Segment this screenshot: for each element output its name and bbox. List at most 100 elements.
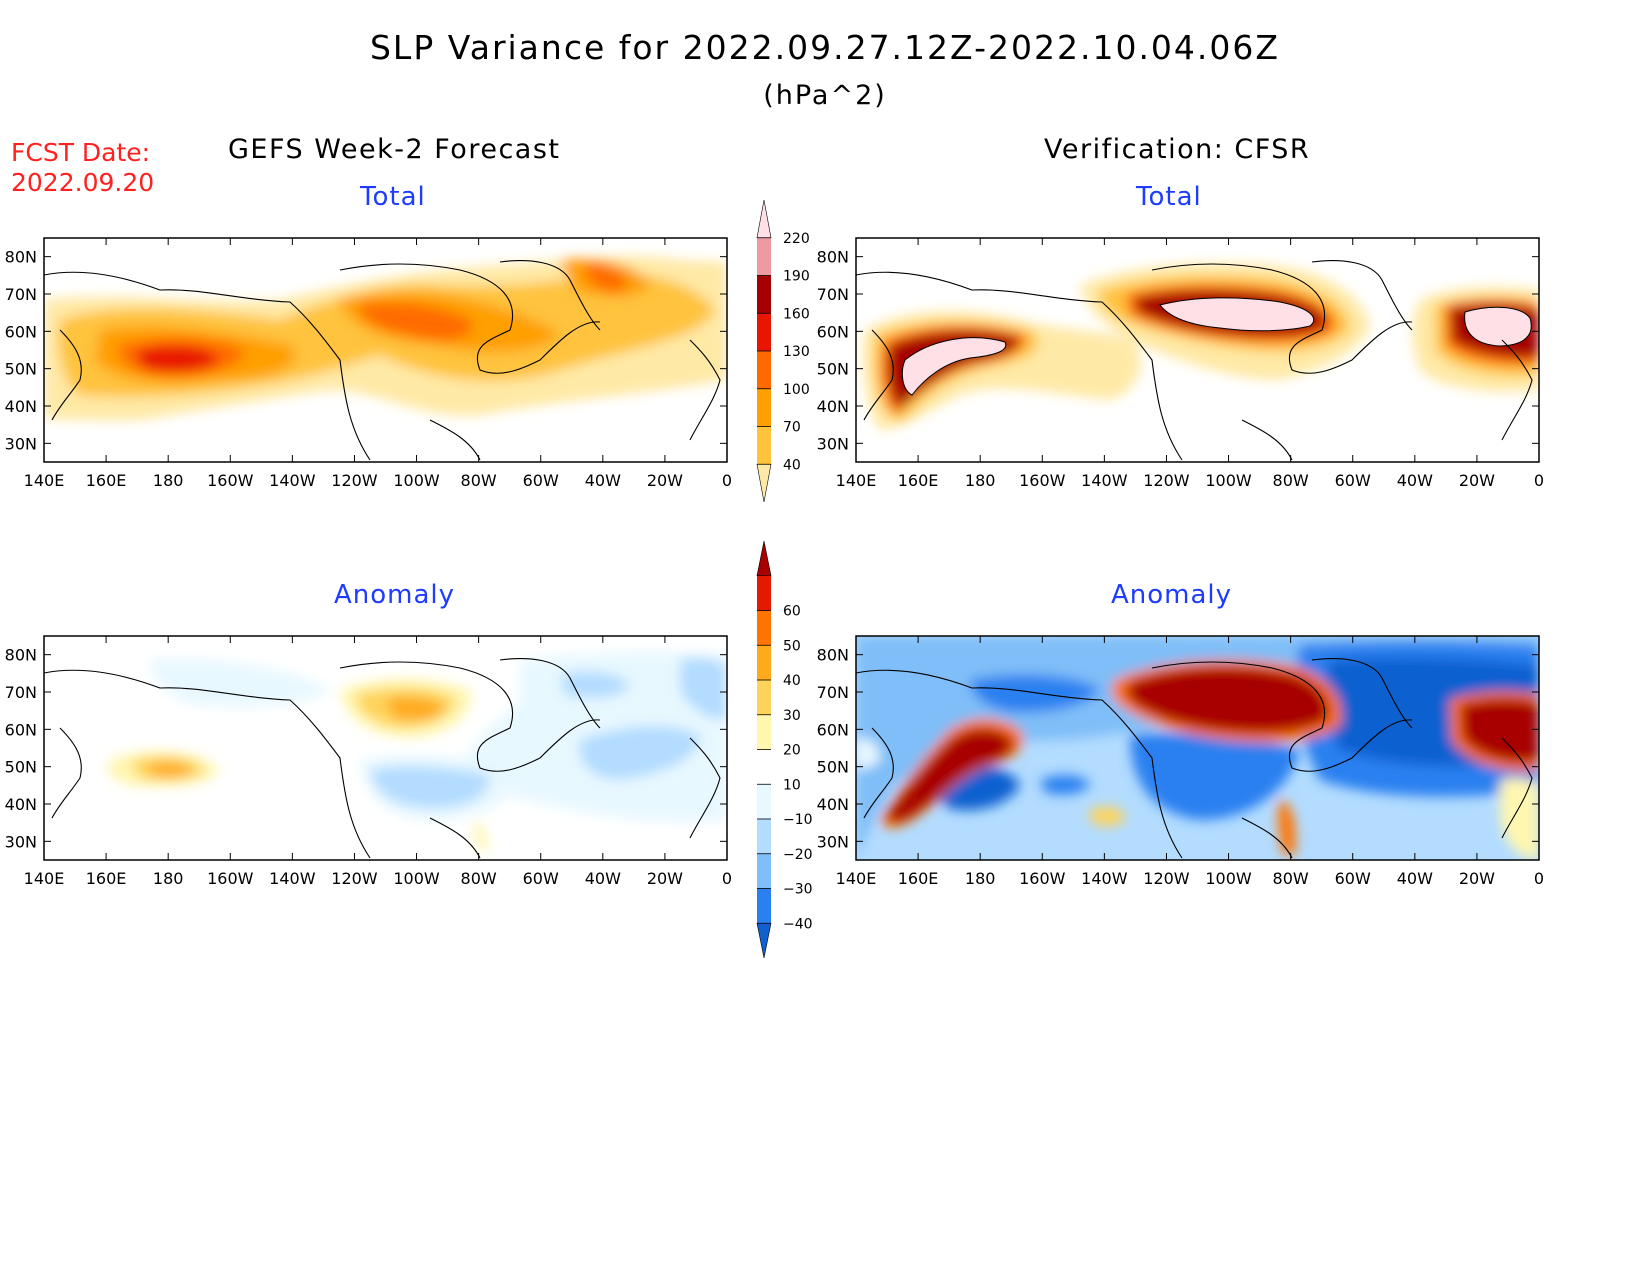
- left-column-title: GEFS Week-2 Forecast: [228, 134, 561, 165]
- lon-tick-label: 100W: [393, 471, 440, 490]
- colorbar-segment: [757, 680, 771, 715]
- cfsr-total-field: [856, 260, 1539, 461]
- lon-tick-label: 180: [153, 471, 184, 490]
- gefs-anomaly-axes: 140E 160E 180 160W 140W 120W 100W 80W 60W 40W 20W 0…: [5, 636, 732, 888]
- colorbar-level-label: 70: [783, 420, 801, 436]
- colorbar-segment: [757, 714, 771, 750]
- lat-tick-label: 70N: [5, 683, 37, 702]
- colorbar-level-label: 130: [783, 344, 810, 360]
- lon-tick-label: 140W: [1081, 869, 1128, 888]
- units-label: (hPa^2): [763, 80, 887, 111]
- lon-tick-label: 20W: [1459, 869, 1495, 888]
- colorbar-segment: [757, 388, 771, 427]
- lat-tick-label: 60N: [5, 720, 37, 739]
- lon-tick-label: 60W: [523, 869, 559, 888]
- colorbar-segment: [756, 922, 772, 959]
- lon-tick-label: 20W: [1459, 471, 1495, 490]
- colorbar-level-label: −10: [783, 812, 813, 828]
- colorbar-segment: [756, 540, 772, 577]
- gefs-total-frame: [43, 237, 728, 463]
- lon-tick-label: 0: [1534, 471, 1544, 490]
- lat-tick-label: 80N: [5, 646, 37, 665]
- lon-tick-label: 160E: [898, 869, 939, 888]
- colorbar-level-label: 50: [783, 638, 801, 654]
- lon-tick-label: 120W: [1143, 471, 1190, 490]
- cfsr-total-frame: [855, 237, 1540, 463]
- lon-tick-label: 60W: [1335, 471, 1371, 490]
- lon-tick-label: 140E: [836, 471, 877, 490]
- lon-tick-label: 40W: [585, 471, 621, 490]
- lat-tick-label: 80N: [5, 248, 37, 267]
- lat-tick-label: 40N: [5, 795, 37, 814]
- colorbar-segment: [756, 199, 772, 239]
- colorbar-level-label: −40: [783, 916, 813, 932]
- gefs-total-axes: 140E 160E 180 160W 140W 120W 100W 80W 60W 40W 20W 0…: [5, 238, 732, 490]
- lon-tick-label: 160W: [207, 869, 254, 888]
- lon-tick-label: 20W: [647, 869, 683, 888]
- lon-tick-label: 40W: [585, 869, 621, 888]
- lat-tick-label: 60N: [817, 720, 849, 739]
- lat-tick-label: 80N: [817, 646, 849, 665]
- gefs-anomaly-coastlines: [44, 658, 721, 859]
- lat-tick-label: 40N: [817, 795, 849, 814]
- lon-tick-label: 160W: [207, 471, 254, 490]
- map-panel-gefs-anomaly: 140E 160E 180 160W 140W 120W 100W 80W 60W 40W 20W 0…: [5, 635, 732, 888]
- lat-tick-label: 40N: [817, 397, 849, 416]
- cfsr-anomaly-frame: [855, 635, 1540, 861]
- lon-tick-label: 140E: [24, 869, 65, 888]
- lat-tick-label: 70N: [817, 285, 849, 304]
- lat-tick-label: 50N: [817, 758, 849, 777]
- cfsr-total-subtitle: Total: [1136, 182, 1202, 212]
- colorbar-segment: [757, 645, 771, 680]
- colorbar-level-label: 20: [783, 743, 801, 759]
- cfsr-anomaly-coastlines: [856, 658, 1533, 859]
- lon-tick-label: 80W: [461, 471, 497, 490]
- gefs-anomaly-frame: [43, 635, 728, 861]
- lat-tick-label: 30N: [817, 434, 849, 453]
- lon-tick-label: 180: [965, 869, 996, 888]
- lon-tick-label: 180: [965, 471, 996, 490]
- map-panel-cfsr-anomaly: 140E 160E 180 160W 140W 120W 100W 80W 60W 40W 20W 0…: [817, 635, 1544, 888]
- gefs-total-field: [44, 256, 727, 461]
- lat-tick-label: 60N: [5, 322, 37, 341]
- colorbar-level-label: 30: [783, 708, 801, 724]
- lon-tick-label: 160W: [1019, 869, 1066, 888]
- lat-tick-label: 30N: [5, 832, 37, 851]
- lon-tick-label: 160E: [898, 471, 939, 490]
- lon-tick-label: 120W: [331, 869, 378, 888]
- colorbar-segment: [757, 853, 771, 889]
- lon-tick-label: 0: [722, 471, 732, 490]
- lon-tick-label: 140W: [1081, 471, 1128, 490]
- lat-tick-label: 60N: [817, 322, 849, 341]
- colorbar-segment: [757, 275, 771, 314]
- gefs-total-subtitle: Total: [360, 182, 426, 212]
- gefs-anomaly-subtitle: Anomaly: [334, 580, 456, 610]
- lon-tick-label: 80W: [1273, 471, 1309, 490]
- colorbar-level-label: 100: [783, 382, 810, 398]
- lon-tick-label: 0: [722, 869, 732, 888]
- lat-tick-label: 30N: [5, 434, 37, 453]
- map-panel-cfsr-total: 140E 160E 180 160W 140W 120W 100W 80W 60W 40W 20W 0…: [817, 237, 1544, 490]
- forecast-date-label: FCST Date: 2022.09.20: [11, 138, 154, 198]
- cfsr-anomaly-subtitle: Anomaly: [1111, 580, 1233, 610]
- colorbar-segment: [757, 237, 771, 276]
- colorbar-segment: [756, 463, 772, 503]
- lon-tick-label: 180: [153, 869, 184, 888]
- lon-tick-label: 100W: [393, 869, 440, 888]
- lon-tick-label: 20W: [647, 471, 683, 490]
- lon-tick-label: 160E: [86, 471, 127, 490]
- forecast-date-value: 2022.09.20: [11, 168, 155, 197]
- main-title: SLP Variance for 2022.09.27.12Z-2022.10.…: [369, 28, 1281, 67]
- colorbar-level-label: 40: [783, 457, 801, 473]
- lon-tick-label: 80W: [1273, 869, 1309, 888]
- colorbar-segment: [757, 888, 771, 924]
- colorbar-segment: [757, 784, 771, 819]
- lat-tick-label: 80N: [817, 248, 849, 267]
- colorbar-segment: [757, 351, 771, 389]
- total-colorbar: 40 70 100 130 160 190 220: [756, 199, 810, 503]
- lat-tick-label: 30N: [817, 832, 849, 851]
- map-panel-gefs-total: 140E 160E 180 160W 140W 120W 100W 80W 60W 40W 20W 0…: [5, 237, 732, 490]
- colorbar-level-label: −20: [783, 847, 813, 863]
- lon-tick-label: 160E: [86, 869, 127, 888]
- lat-tick-label: 50N: [817, 360, 849, 379]
